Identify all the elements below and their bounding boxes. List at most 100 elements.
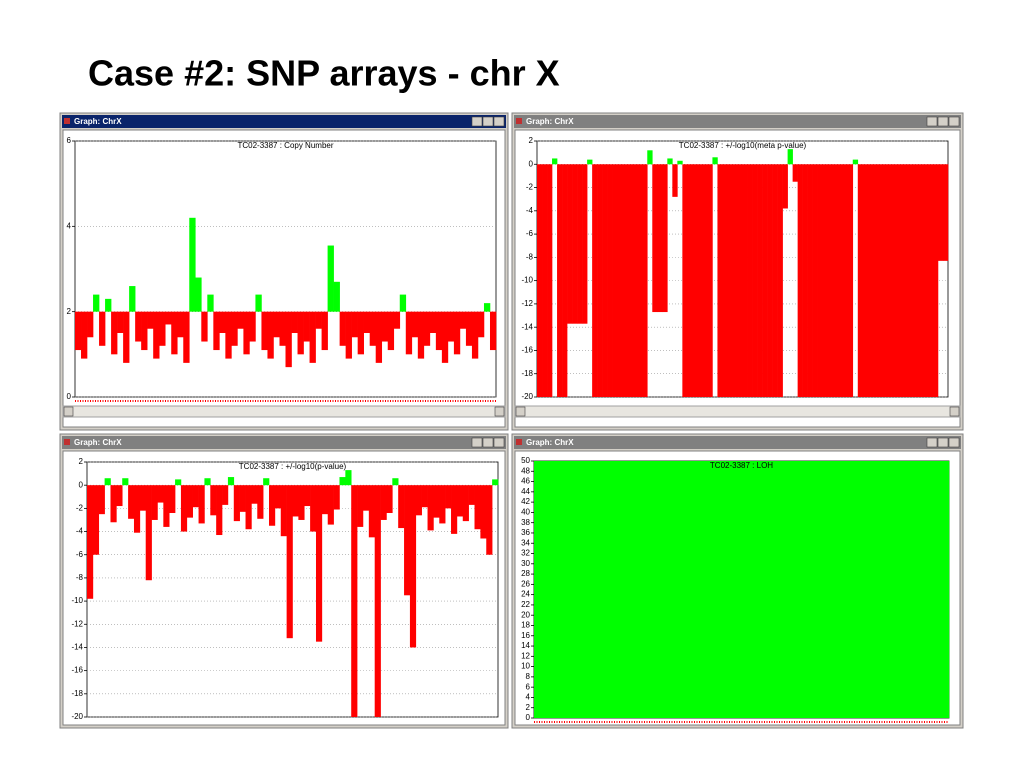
bar bbox=[227, 477, 235, 486]
bar bbox=[239, 485, 246, 512]
bar bbox=[647, 150, 653, 165]
bar bbox=[471, 311, 479, 359]
bar bbox=[315, 485, 323, 642]
y-tick-label: -4 bbox=[76, 527, 84, 536]
bar bbox=[492, 479, 499, 486]
scroll-right[interactable] bbox=[949, 406, 960, 417]
scrollbar[interactable] bbox=[514, 405, 961, 418]
bar bbox=[937, 164, 944, 261]
bar bbox=[122, 478, 129, 486]
bar bbox=[445, 485, 452, 509]
bar bbox=[737, 164, 743, 397]
bar bbox=[700, 461, 722, 718]
bar bbox=[447, 311, 455, 342]
y-tick-label: 0 bbox=[529, 159, 534, 168]
bar bbox=[135, 311, 142, 342]
bar bbox=[163, 485, 170, 527]
bar bbox=[692, 164, 698, 397]
bar bbox=[207, 294, 214, 312]
window-icon bbox=[516, 439, 522, 445]
bar bbox=[415, 485, 422, 516]
bar bbox=[351, 311, 358, 338]
window-button-close[interactable] bbox=[493, 437, 505, 448]
bar bbox=[582, 164, 588, 324]
y-tick-label: 10 bbox=[521, 662, 530, 671]
bar bbox=[441, 311, 449, 363]
graph-window[interactable]: Graph: ChrX02468101214161820222426283032… bbox=[511, 433, 964, 729]
bar bbox=[87, 485, 94, 599]
scroll-left[interactable] bbox=[63, 406, 74, 417]
bar bbox=[892, 164, 899, 397]
y-tick-label: -18 bbox=[521, 369, 533, 378]
window-button-max[interactable] bbox=[937, 116, 949, 127]
window-button-close[interactable] bbox=[493, 116, 505, 127]
bar bbox=[657, 164, 663, 313]
y-tick-label: 4 bbox=[526, 693, 531, 702]
bar bbox=[587, 159, 593, 165]
bar bbox=[421, 485, 428, 508]
scroll-right[interactable] bbox=[494, 406, 505, 417]
y-tick-label: 2 bbox=[529, 136, 534, 145]
y-tick-label: 0 bbox=[67, 392, 72, 401]
scroll-left[interactable] bbox=[515, 406, 526, 417]
bar bbox=[387, 311, 395, 351]
window-button-min[interactable] bbox=[926, 116, 938, 127]
y-tick-label: -16 bbox=[521, 346, 533, 355]
y-tick-label: 8 bbox=[526, 672, 531, 681]
bar bbox=[169, 485, 176, 513]
chart-title: TC02-3387 : Copy Number bbox=[237, 141, 333, 150]
window-button-min[interactable] bbox=[471, 116, 483, 127]
window-button-min[interactable] bbox=[471, 437, 483, 448]
bar bbox=[213, 311, 220, 351]
graph-window[interactable]: Graph: ChrX-20-18-16-14-12-10-8-6-4-202T… bbox=[59, 433, 509, 729]
bar bbox=[480, 485, 487, 539]
bar bbox=[129, 286, 136, 312]
bar bbox=[547, 164, 553, 397]
bar bbox=[327, 485, 334, 525]
window-title: Graph: ChrX bbox=[74, 438, 122, 447]
bar bbox=[111, 311, 118, 355]
slide-title: Case #2: SNP arrays - chr X bbox=[88, 53, 560, 94]
window-button-close[interactable] bbox=[948, 437, 960, 448]
bar bbox=[927, 164, 934, 397]
bar bbox=[87, 311, 94, 338]
window-icon bbox=[64, 439, 70, 445]
window-button-max[interactable] bbox=[482, 116, 494, 127]
title-bar bbox=[62, 115, 506, 128]
bar bbox=[596, 461, 618, 718]
y-tick-label: 48 bbox=[521, 466, 530, 475]
y-tick-label: -14 bbox=[521, 322, 533, 331]
y-tick-label: 32 bbox=[521, 549, 530, 558]
bar bbox=[133, 485, 141, 533]
window-button-max[interactable] bbox=[482, 437, 494, 448]
bar bbox=[459, 311, 467, 329]
graph-window[interactable]: Graph: ChrX 0 2 4 6 TC02-3387 : Copy Number bbox=[59, 112, 509, 431]
title-bar bbox=[514, 115, 961, 128]
bar bbox=[291, 311, 298, 333]
window-button-min[interactable] bbox=[926, 437, 938, 448]
bar bbox=[104, 478, 111, 486]
y-tick-label: 44 bbox=[521, 487, 530, 496]
bar bbox=[852, 159, 859, 165]
bar bbox=[303, 311, 310, 342]
bar bbox=[922, 164, 929, 397]
bar bbox=[304, 485, 311, 507]
window-button-max[interactable] bbox=[937, 437, 949, 448]
bar bbox=[907, 461, 929, 718]
bar bbox=[117, 311, 124, 333]
y-tick-label: 38 bbox=[521, 518, 530, 527]
y-tick-label: 18 bbox=[521, 621, 530, 630]
y-tick-label: 14 bbox=[521, 641, 530, 650]
y-tick-label: 42 bbox=[521, 497, 530, 506]
scrollbar[interactable] bbox=[62, 405, 506, 418]
y-tick-label: 6 bbox=[526, 682, 531, 691]
bar bbox=[404, 485, 411, 596]
y-tick-label: -2 bbox=[76, 503, 84, 512]
bar bbox=[617, 164, 623, 397]
graph-window[interactable]: Graph: ChrX-20-18-16-14-12-10-8-6-4-202T… bbox=[511, 112, 964, 431]
y-tick-label: -20 bbox=[71, 712, 83, 721]
bar bbox=[386, 485, 393, 513]
bar bbox=[577, 164, 583, 324]
window-button-close[interactable] bbox=[948, 116, 960, 127]
